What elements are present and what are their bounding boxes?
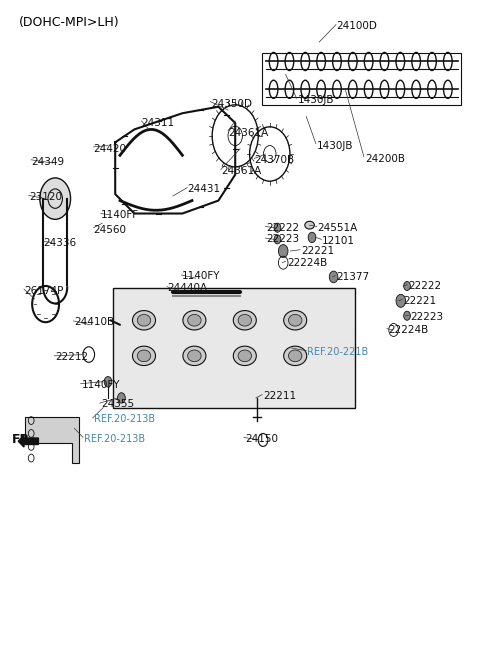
- Text: 22222: 22222: [408, 281, 441, 291]
- Text: (DOHC-MPI>LH): (DOHC-MPI>LH): [19, 16, 120, 29]
- Text: 22224B: 22224B: [287, 258, 327, 268]
- Ellipse shape: [137, 314, 151, 326]
- Text: 24355: 24355: [101, 399, 134, 410]
- Ellipse shape: [288, 314, 302, 326]
- Ellipse shape: [288, 350, 302, 362]
- Circle shape: [278, 245, 288, 258]
- Text: FR.: FR.: [12, 433, 35, 446]
- Text: 22222: 22222: [266, 223, 300, 233]
- Circle shape: [308, 232, 316, 243]
- Ellipse shape: [188, 350, 201, 362]
- Circle shape: [396, 294, 406, 307]
- Text: 24370B: 24370B: [254, 155, 295, 166]
- Ellipse shape: [305, 221, 314, 229]
- Ellipse shape: [238, 350, 252, 362]
- Text: 24200B: 24200B: [365, 153, 405, 164]
- Ellipse shape: [284, 346, 307, 366]
- Text: 1140FY: 1140FY: [82, 380, 120, 390]
- Text: 22211: 22211: [263, 391, 296, 401]
- Text: 24560: 24560: [94, 225, 127, 235]
- Text: 24150: 24150: [245, 433, 278, 444]
- Text: REF.20-213B: REF.20-213B: [84, 433, 145, 444]
- Text: REF.20-221B: REF.20-221B: [307, 347, 369, 357]
- Ellipse shape: [188, 314, 201, 326]
- Circle shape: [274, 235, 281, 244]
- Text: REF.20-213B: REF.20-213B: [94, 414, 155, 424]
- Text: 1430JB: 1430JB: [317, 140, 353, 151]
- Circle shape: [329, 271, 338, 283]
- Text: 24410B: 24410B: [74, 317, 115, 327]
- Text: 24336: 24336: [43, 237, 76, 248]
- Text: 24349: 24349: [31, 157, 64, 167]
- Text: 23120: 23120: [29, 192, 62, 203]
- Polygon shape: [25, 417, 79, 463]
- Text: 22224B: 22224B: [388, 325, 428, 335]
- Text: 22221: 22221: [403, 296, 436, 306]
- Circle shape: [40, 178, 71, 219]
- Text: 24100D: 24100D: [336, 21, 377, 31]
- Ellipse shape: [233, 346, 256, 366]
- Text: 22223: 22223: [266, 234, 300, 245]
- Ellipse shape: [183, 311, 206, 330]
- Text: 12101: 12101: [322, 236, 355, 246]
- Ellipse shape: [137, 350, 151, 362]
- Text: 1430JB: 1430JB: [298, 95, 334, 105]
- Text: 24350D: 24350D: [211, 98, 252, 109]
- Circle shape: [404, 281, 410, 291]
- Polygon shape: [113, 288, 355, 408]
- Text: 24440A: 24440A: [167, 283, 207, 293]
- Ellipse shape: [284, 311, 307, 330]
- Text: 1140FF: 1140FF: [101, 210, 139, 220]
- Circle shape: [404, 311, 410, 320]
- Circle shape: [104, 377, 112, 387]
- Text: 24551A: 24551A: [317, 223, 357, 233]
- Text: 24361A: 24361A: [228, 127, 268, 138]
- Text: 22223: 22223: [410, 312, 444, 322]
- FancyArrow shape: [18, 435, 38, 447]
- Circle shape: [274, 223, 281, 232]
- Ellipse shape: [132, 346, 156, 366]
- Circle shape: [118, 393, 125, 403]
- Text: 26174P: 26174P: [24, 286, 63, 296]
- Ellipse shape: [238, 314, 252, 326]
- Text: 24361A: 24361A: [221, 166, 261, 177]
- Text: 24431: 24431: [187, 184, 220, 194]
- Text: 22212: 22212: [55, 352, 88, 362]
- Text: 24311: 24311: [142, 118, 175, 128]
- Text: 24420: 24420: [94, 144, 127, 154]
- Ellipse shape: [233, 311, 256, 330]
- Ellipse shape: [183, 346, 206, 366]
- Ellipse shape: [132, 311, 156, 330]
- Text: 21377: 21377: [336, 272, 369, 282]
- Text: 22221: 22221: [301, 246, 335, 256]
- Text: 1140FY: 1140FY: [181, 271, 220, 281]
